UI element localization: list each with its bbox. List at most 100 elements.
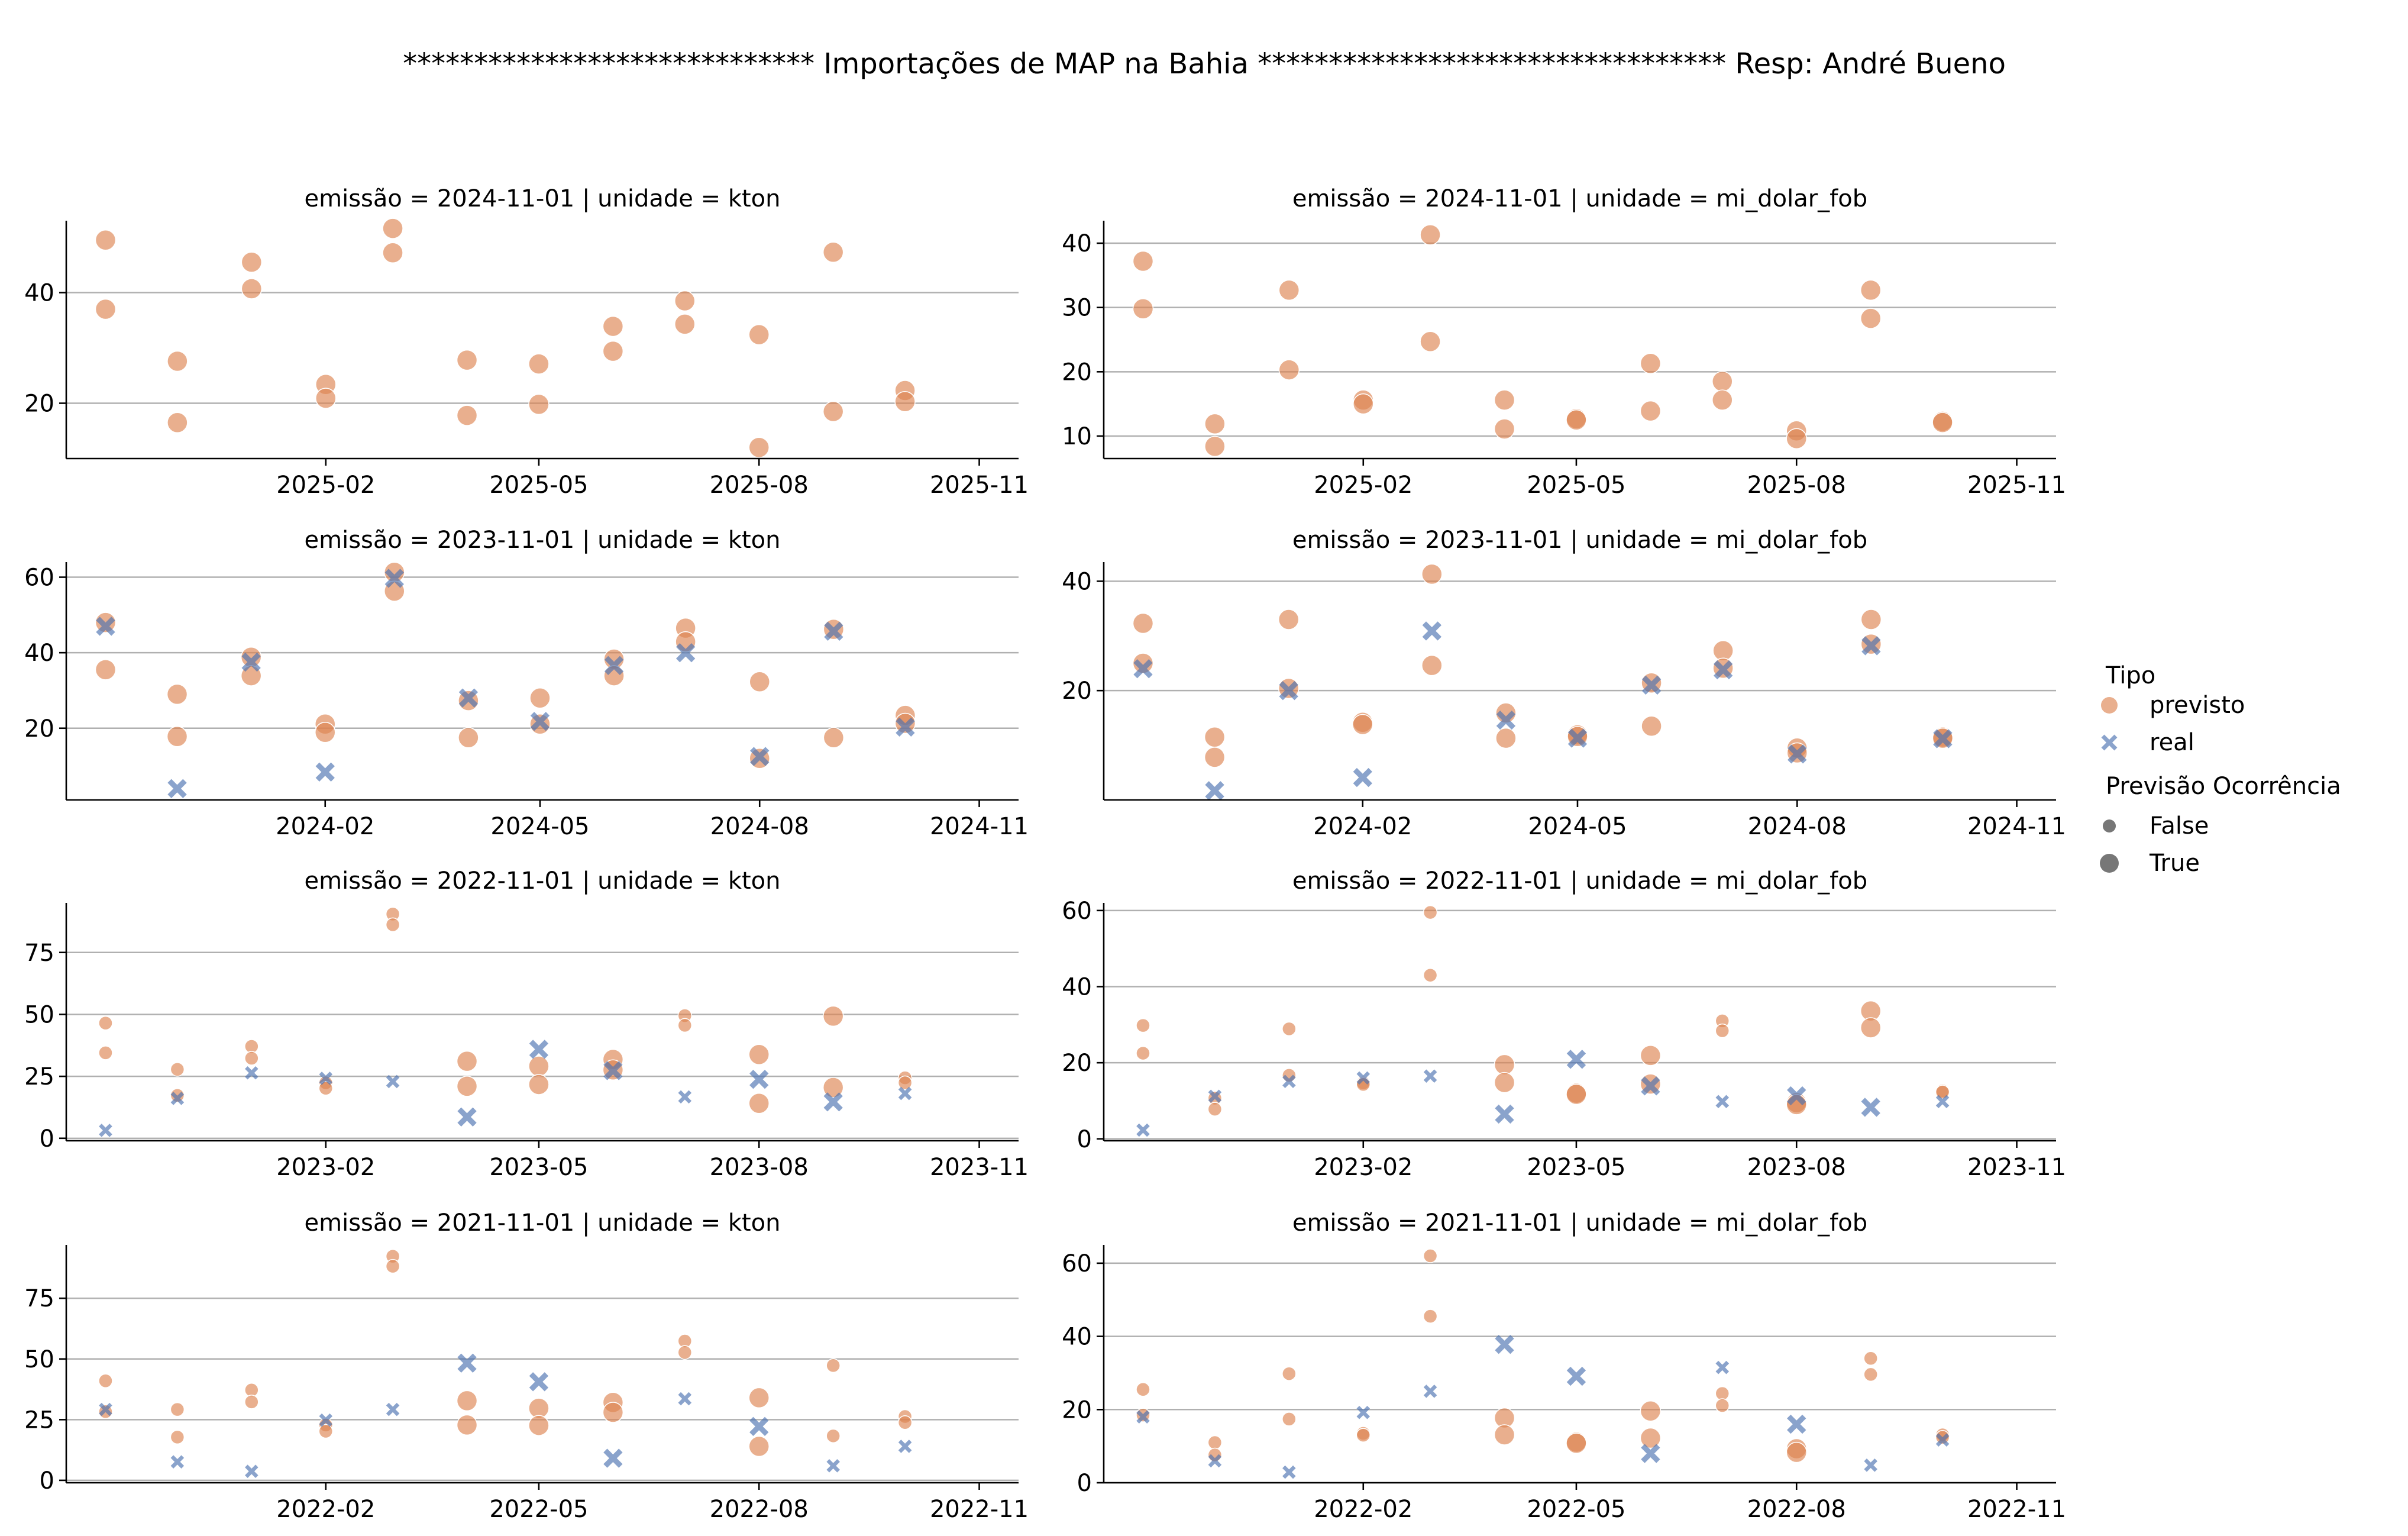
- panel-7-point-15: [456, 1390, 478, 1412]
- panel-4-point-6: [1278, 609, 1300, 630]
- panel-8-point-17: [1495, 1335, 1514, 1354]
- panel-7: 0 25 50 75 2022-02 2022-05 2022-08 2022-11 emiss…: [24, 1209, 1029, 1523]
- panel-7-point-17: [457, 1353, 477, 1373]
- panel-5-point-19: [528, 1074, 550, 1095]
- panel-4-point-5: [1205, 781, 1224, 801]
- panel-5-point-35: [898, 1086, 912, 1101]
- facet-grid: 20 40 2025-02 2025-05 2025-08 2025-11 emissão …: [24, 185, 2066, 1523]
- panel-4-title: emissão = 2023-11-01 | unidade = mi_dola…: [1292, 527, 1867, 554]
- panel-8-ytick-label-0: 0: [1077, 1470, 1092, 1497]
- panel-1-xtick-label-1: 2025-05: [489, 472, 588, 499]
- panel-8-point-24: [1715, 1386, 1730, 1401]
- panel-1-point-23: [894, 391, 916, 412]
- panel-5-ytick-label-1: 25: [24, 1063, 54, 1090]
- panel-7-point-14: [386, 1402, 400, 1416]
- panel-8-point-7: [1282, 1412, 1297, 1427]
- panel-7-point-27: [748, 1387, 770, 1409]
- panel-1-point-19: [748, 437, 770, 459]
- panel-8-point-8: [1282, 1465, 1296, 1479]
- panel-7-point-8: [245, 1464, 258, 1479]
- panel-1-xtick-label-3: 2025-11: [930, 472, 1029, 499]
- panel-5-point-30: [822, 1005, 844, 1027]
- panel-1-point-20: [822, 241, 844, 263]
- panel-4-point-12: [1421, 563, 1443, 585]
- panel-5-point-13: [385, 917, 400, 932]
- panel-3-point-11: [315, 762, 335, 782]
- panel-3-point-20: [530, 712, 550, 731]
- panel-7-point-31: [826, 1428, 841, 1444]
- panel-6-xtick-label-2: 2023-08: [1747, 1154, 1846, 1181]
- panel-5-point-16: [456, 1076, 478, 1097]
- panel-6-point-11: [1356, 1071, 1371, 1085]
- panel-5-point-2: [99, 1124, 112, 1137]
- panel-1-ytick-label-0: 20: [24, 391, 54, 418]
- panel-4-point-20: [1567, 728, 1588, 748]
- panel-2-xtick-label-2: 2025-08: [1747, 472, 1846, 499]
- legend-size-label-True: True: [2149, 850, 2200, 877]
- panel-6-xtick-label-3: 2023-11: [1967, 1154, 2066, 1181]
- panel-7-ytick-label-3: 75: [24, 1285, 54, 1312]
- panel-2-point-14: [1640, 353, 1662, 374]
- panel-6-ytick-label-0: 0: [1077, 1126, 1092, 1153]
- panel-7-point-16: [456, 1414, 478, 1436]
- panel-3-point-31: [823, 727, 845, 748]
- panel-7-point-3: [170, 1402, 185, 1417]
- panel-8-point-2: [1136, 1410, 1150, 1424]
- panel-8-point-19: [1566, 1432, 1587, 1454]
- panel-6-point-14: [1423, 1069, 1437, 1083]
- panel-2-ytick-label-1: 20: [1062, 359, 1092, 386]
- legend-size-marker-False: [2103, 819, 2116, 832]
- panel-8-title: emissão = 2021-11-01 | unidade = mi_dola…: [1292, 1209, 1867, 1237]
- panel-2-point-3: [1204, 435, 1226, 457]
- panel-3-title: emissão = 2023-11-01 | unidade = kton: [305, 527, 781, 554]
- panel-4-xtick-label-3: 2024-11: [1967, 813, 2066, 840]
- panel-6-point-35: [1935, 1095, 1950, 1109]
- panel-7-xtick-label-3: 2022-11: [930, 1496, 1029, 1523]
- panel-5-point-34: [897, 1075, 913, 1090]
- panel-3-point-29: [750, 747, 770, 766]
- legend: Tipo previsto real Previsão Ocorrência False…: [2100, 662, 2341, 877]
- legend-marker-real: [2101, 734, 2118, 751]
- panel-4-point-23: [1641, 675, 1662, 695]
- panel-2-point-17: [1712, 389, 1733, 411]
- panel-7-title: emissão = 2021-11-01 | unidade = kton: [305, 1209, 781, 1237]
- panel-7-point-23: [603, 1448, 623, 1468]
- panel-1-point-15: [602, 340, 624, 362]
- panel-7-point-10: [318, 1424, 334, 1439]
- panel-4-point-11: [1353, 767, 1372, 788]
- panel-2-xtick-label-3: 2025-11: [1967, 472, 2066, 499]
- panel-7-ytick-label-0: 0: [40, 1467, 54, 1495]
- panel-8-point-14: [1423, 1385, 1437, 1398]
- panel-5-point-25: [677, 1018, 693, 1033]
- panel-8-ytick-label-1: 20: [1062, 1396, 1092, 1424]
- panel-1-title: emissão = 2024-11-01 | unidade = kton: [305, 185, 781, 212]
- panel-1-ytick-label-1: 40: [24, 280, 54, 307]
- panel-3-point-5: [167, 779, 187, 799]
- panel-5-point-17: [457, 1107, 477, 1127]
- panel-5-xtick-label-0: 2023-02: [276, 1154, 375, 1181]
- panel-1-point-21: [822, 401, 844, 422]
- panel-6-ytick-label-1: 20: [1062, 1050, 1092, 1077]
- panel-8-point-30: [1863, 1351, 1878, 1366]
- panel-8-point-29: [1787, 1414, 1806, 1434]
- panel-8-xtick-label-3: 2022-11: [1967, 1496, 2066, 1523]
- panel-5-title: emissão = 2022-11-01 | unidade = kton: [305, 867, 781, 895]
- panel-6-ytick-label-2: 40: [1062, 974, 1092, 1001]
- panel-6-point-5: [1208, 1089, 1222, 1103]
- panel-8-xtick-label-1: 2022-05: [1527, 1496, 1625, 1523]
- panel-8-ytick-label-3: 60: [1062, 1250, 1092, 1277]
- panel-6-point-1: [1136, 1045, 1150, 1061]
- panel-6-title: emissão = 2022-11-01 | unidade = mi_dola…: [1292, 867, 1867, 895]
- panel-3: 20 40 60 2024-02 2024-05 2024-08 2024-11 emissã…: [24, 527, 1029, 840]
- panel-6-point-12: [1423, 905, 1438, 920]
- panel-3-point-4: [166, 726, 188, 747]
- panel-7-ytick-label-1: 25: [24, 1406, 54, 1434]
- panel-2-point-20: [1860, 279, 1882, 301]
- panel-1-point-1: [95, 298, 117, 320]
- panel-3-point-32: [824, 621, 843, 641]
- panel-1-point-16: [674, 290, 696, 312]
- panel-4-point-16: [1495, 727, 1517, 749]
- panel-2-point-0: [1132, 250, 1154, 272]
- panel-3-ytick-label-2: 60: [24, 564, 54, 592]
- panel-2-point-2: [1204, 413, 1226, 435]
